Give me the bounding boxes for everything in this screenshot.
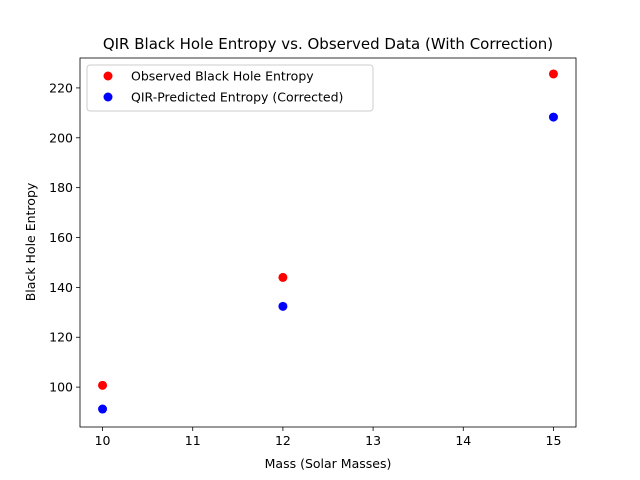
series-1-point xyxy=(278,301,288,311)
data-points xyxy=(98,69,558,414)
x-tick-label: 11 xyxy=(185,433,201,448)
series-1-point xyxy=(98,404,108,414)
x-axis-label: Mass (Solar Masses) xyxy=(265,456,392,471)
legend-marker-1 xyxy=(103,92,113,102)
x-tick-label: 10 xyxy=(95,433,111,448)
x-tick-label: 13 xyxy=(365,433,381,448)
y-tick-label: 100 xyxy=(49,380,73,395)
y-tick-label: 200 xyxy=(49,130,73,145)
y-tick-label: 180 xyxy=(49,180,73,195)
x-tick-label: 15 xyxy=(546,433,562,448)
series-0-point xyxy=(98,380,108,390)
legend: Observed Black Hole Entropy QIR-Predicted… xyxy=(86,64,374,112)
series-0-point xyxy=(278,272,288,282)
legend-label-0: Observed Black Hole Entropy xyxy=(131,69,314,84)
y-tick-label: 140 xyxy=(49,280,73,295)
chart-title: QIR Black Hole Entropy vs. Observed Data… xyxy=(103,35,553,53)
plot-frame xyxy=(79,57,577,428)
y-tick-label: 120 xyxy=(49,330,73,345)
legend-box xyxy=(86,64,374,112)
y-tick-label: 160 xyxy=(49,230,73,245)
y-axis-label: Black Hole Entropy xyxy=(23,182,38,301)
series-0-point xyxy=(548,69,558,79)
series-1-point xyxy=(548,112,558,122)
legend-label-1: QIR-Predicted Entropy (Corrected) xyxy=(131,90,343,105)
legend-marker-0 xyxy=(103,71,113,81)
x-tick-label: 12 xyxy=(275,433,291,448)
y-tick-label: 220 xyxy=(49,80,73,95)
x-tick-label: 14 xyxy=(455,433,471,448)
axes: 10 11 12 13 14 15 100 120 140 160 180 200 220 xyxy=(49,57,577,448)
